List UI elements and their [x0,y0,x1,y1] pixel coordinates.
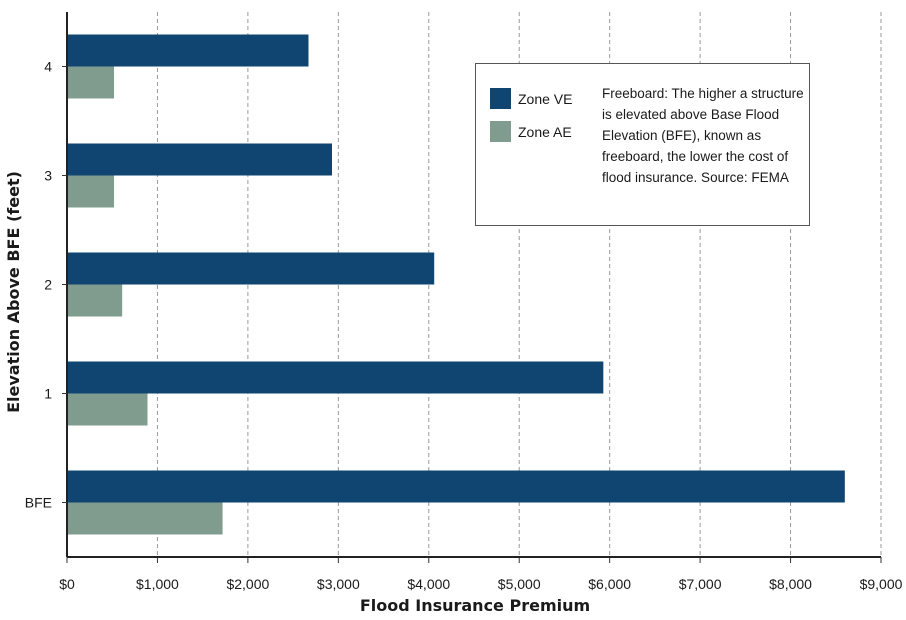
x-tick-label: $6,000 [588,576,631,592]
x-tick-label: $1,000 [136,576,179,592]
legend-entry-zone-ve: Zone VE [490,88,572,109]
bar-zone-ae [67,502,223,535]
axes [62,12,882,563]
bar-zone-ve [67,470,845,503]
legend-entry-zone-ae: Zone AE [490,121,572,142]
y-tick-label: 4 [44,59,52,75]
bar-zone-ae [67,393,148,426]
bar-zone-ve [67,252,435,285]
y-tick-label: BFE [25,495,52,511]
bar-zone-ve [67,143,333,176]
y-tick-labels: BFE 1 2 3 4 [25,59,52,511]
bar-zone-ae [67,175,115,208]
bar-zone-ve [67,34,309,67]
y-tick-label: 3 [44,168,52,184]
y-tick-label: 2 [44,277,52,293]
x-tick-label: $7,000 [679,576,722,592]
legend-label-zone-ve: Zone VE [518,90,573,107]
x-tick-label: $0 [59,576,75,592]
x-tick-label: $5,000 [498,576,541,592]
y-tick-label: 1 [44,386,52,402]
x-tick-label: $3,000 [317,576,360,592]
legend: Zone VE Zone AE Freeboard: The higher a … [475,63,810,226]
legend-label-zone-ae: Zone AE [518,123,572,140]
bar-zone-ve [67,361,604,394]
legend-swatch-zone-ve [490,88,511,109]
bar-zone-ae [67,284,123,317]
x-tick-label: $9,000 [860,576,903,592]
x-tick-labels: $0 $1,000 $2,000 $3,000 $4,000 $5,000 $6,000 $7… [59,576,902,592]
legend-note: Freeboard: The higher a structure is ele… [602,86,804,185]
legend-swatch-zone-ae [490,121,511,142]
x-tick-label: $2,000 [226,576,269,592]
x-tick-label: $4,000 [407,576,450,592]
x-tick-label: $8,000 [769,576,812,592]
y-axis-title: Elevation Above BFE (feet) [4,171,23,413]
bars [67,34,845,535]
x-axis-title: Flood Insurance Premium [360,596,590,615]
bar-zone-ae [67,66,115,99]
